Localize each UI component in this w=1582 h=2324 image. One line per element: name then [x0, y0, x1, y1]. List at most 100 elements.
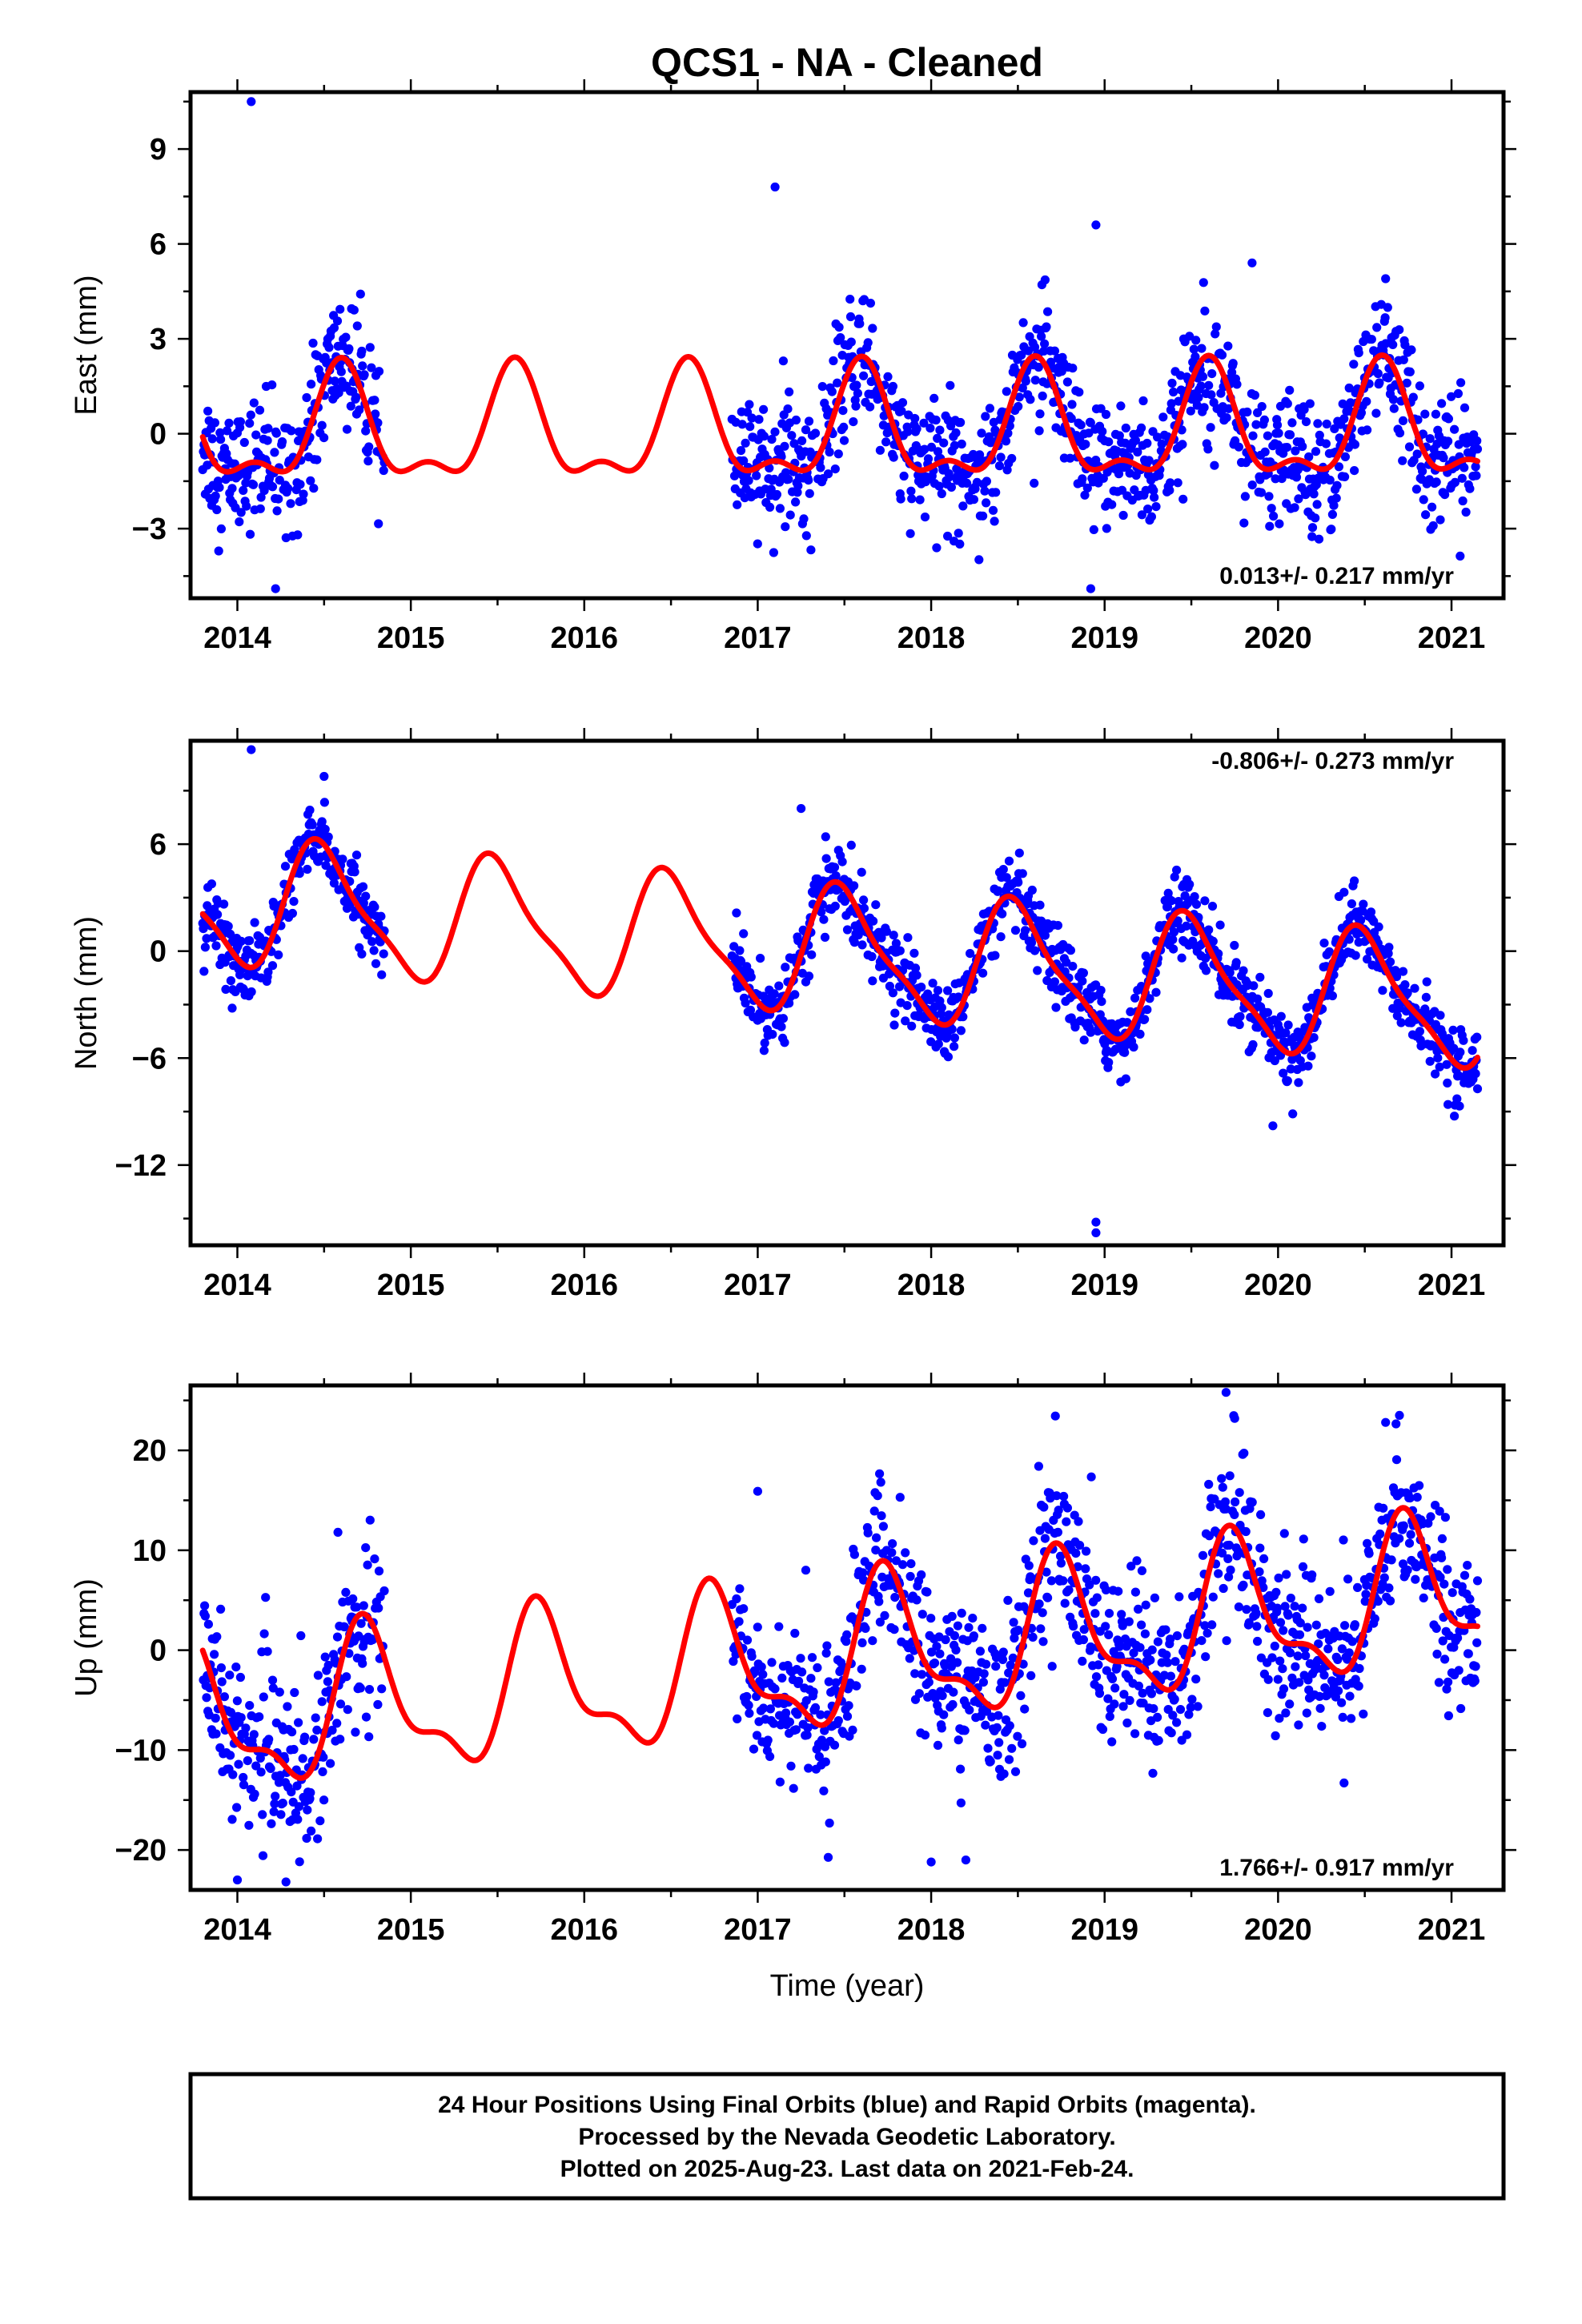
data-point [1307, 1051, 1316, 1061]
data-point [804, 476, 813, 485]
data-point [793, 1710, 802, 1719]
data-point [1137, 1620, 1146, 1630]
data-point [1276, 1011, 1286, 1021]
data-point [1114, 1586, 1123, 1596]
data-point [849, 881, 859, 891]
data-point [1043, 1593, 1053, 1602]
data-point [1191, 352, 1200, 362]
data-point [215, 483, 224, 493]
data-point [212, 505, 222, 515]
data-point [1428, 521, 1438, 531]
observation-points [198, 97, 1483, 593]
data-point [267, 1675, 278, 1685]
data-point [1051, 1003, 1061, 1012]
data-point [1252, 1622, 1262, 1631]
data-point [1174, 1592, 1184, 1602]
data-point [1201, 966, 1211, 975]
figure-title: QCS1 - NA - Cleaned [651, 40, 1043, 85]
data-point [338, 854, 347, 864]
data-point [1420, 409, 1430, 419]
data-point [852, 1681, 861, 1691]
data-point [801, 1696, 811, 1706]
data-point [231, 1663, 241, 1672]
data-point [1058, 1576, 1068, 1586]
data-point [207, 879, 216, 889]
data-point [342, 1672, 351, 1682]
data-point [1371, 408, 1381, 418]
data-point [1142, 1005, 1152, 1015]
data-point [753, 1622, 762, 1632]
data-point [801, 425, 811, 435]
data-point [374, 519, 383, 529]
data-point [889, 452, 898, 462]
data-point [1018, 869, 1027, 879]
data-point [1437, 1534, 1447, 1543]
data-point [227, 1815, 237, 1824]
data-point [1288, 1109, 1298, 1119]
data-point [202, 1693, 211, 1703]
data-point [765, 463, 774, 473]
data-point [210, 418, 219, 428]
data-point [1447, 392, 1456, 401]
data-point [256, 1767, 266, 1777]
data-point [1101, 1622, 1110, 1631]
data-point [951, 1645, 961, 1655]
data-point [806, 545, 816, 555]
data-point [1388, 340, 1398, 349]
data-point [1050, 1411, 1060, 1421]
data-point [1410, 983, 1419, 993]
data-point [200, 1611, 210, 1621]
data-point [227, 1003, 237, 1013]
data-point [933, 986, 943, 995]
data-point [912, 1595, 921, 1605]
data-point [1263, 1675, 1273, 1684]
data-point [1175, 1705, 1186, 1715]
data-point [879, 411, 889, 420]
data-point [1121, 423, 1130, 433]
data-point [1003, 428, 1013, 438]
data-point [814, 1751, 824, 1762]
data-point [1197, 344, 1207, 353]
data-point [910, 413, 920, 424]
data-point [910, 963, 921, 973]
data-point [1260, 447, 1270, 456]
data-point [734, 1617, 744, 1626]
data-point [1303, 1622, 1312, 1632]
data-point [857, 867, 866, 877]
data-point [1354, 348, 1363, 358]
data-point [778, 356, 789, 366]
data-point [906, 1559, 916, 1569]
data-point [1014, 1626, 1023, 1635]
data-point [804, 416, 814, 426]
y-tick-label: 0 [150, 935, 167, 969]
data-point [878, 1522, 888, 1531]
data-point [1193, 1702, 1203, 1711]
data-point [1178, 440, 1187, 449]
model-fit-curve [199, 836, 1480, 1072]
data-point [1338, 1712, 1347, 1722]
data-point [1280, 1602, 1290, 1611]
data-point [1406, 1530, 1415, 1539]
data-point [917, 1570, 926, 1580]
data-point [1050, 346, 1059, 356]
data-point [1140, 1629, 1150, 1638]
data-point [1034, 1599, 1044, 1609]
rate-label: 1.766+/- 0.917 mm/yr [1219, 1855, 1454, 1881]
data-point [859, 1575, 869, 1585]
data-point [1472, 471, 1481, 480]
data-point [932, 1642, 942, 1651]
data-point [365, 1515, 375, 1525]
data-point [377, 970, 387, 979]
x-axis-label: Time (year) [770, 1969, 925, 2003]
data-point [369, 946, 379, 955]
data-point [890, 1593, 900, 1602]
data-point [1439, 453, 1448, 463]
data-point [227, 484, 237, 493]
data-point [1285, 385, 1295, 395]
data-point [950, 1042, 959, 1051]
data-point [357, 949, 367, 959]
data-point [1427, 502, 1437, 512]
data-point [1332, 480, 1342, 490]
data-point [842, 1630, 852, 1639]
data-point [1379, 1573, 1389, 1582]
